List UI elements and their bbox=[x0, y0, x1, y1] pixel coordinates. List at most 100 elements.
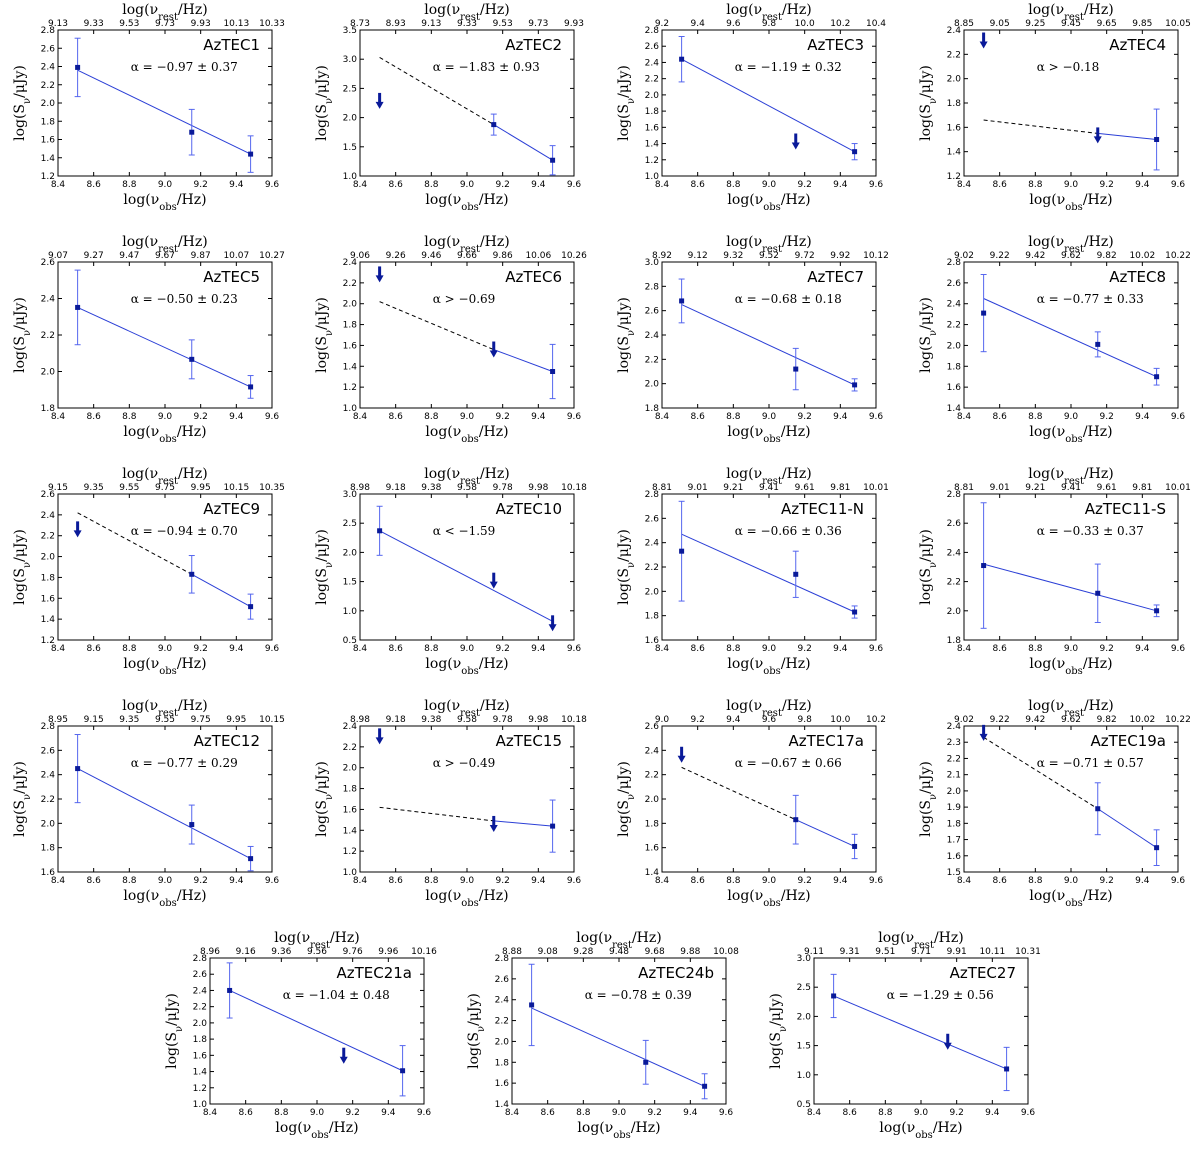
data-point bbox=[793, 817, 799, 823]
x-tick-label: 9.2 bbox=[496, 180, 510, 190]
y-tick-label: 2.2 bbox=[41, 795, 55, 805]
x-axis-label: log(νobs/Hz) bbox=[425, 888, 508, 909]
fit-line bbox=[681, 304, 855, 386]
top-tick-label: 9.67 bbox=[155, 251, 175, 261]
x-tick-label: 9.2 bbox=[648, 1108, 662, 1118]
x-axis-label: log(νobs/Hz) bbox=[425, 192, 508, 213]
x-tick-label: 9.4 bbox=[531, 644, 546, 654]
y-tick-label: 1.4 bbox=[343, 826, 358, 836]
y-axis-label: log(Sν/μJy) bbox=[768, 993, 789, 1069]
x-tick-label: 9.2 bbox=[798, 180, 812, 190]
y-axis-label: log(Sν/μJy) bbox=[918, 297, 939, 373]
top-tick-label: 8.93 bbox=[386, 19, 406, 29]
top-tick-label: 9.33 bbox=[84, 19, 104, 29]
y-tick-label: 2.0 bbox=[41, 368, 56, 378]
y-tick-label: 1.8 bbox=[947, 99, 962, 109]
y-tick-label: 2.0 bbox=[193, 1019, 208, 1029]
x-tick-label: 9.6 bbox=[265, 180, 280, 190]
x-tick-label: 9.0 bbox=[158, 180, 173, 190]
chart-title: AzTEC2 bbox=[505, 36, 562, 54]
x-tick-label: 8.6 bbox=[87, 180, 102, 190]
alpha-annotation: α = −1.29 ± 0.56 bbox=[887, 988, 994, 1002]
y-tick-label: 2.8 bbox=[41, 722, 56, 732]
top-tick-label: 10.18 bbox=[561, 483, 587, 493]
x-tick-label: 9.0 bbox=[460, 412, 475, 422]
y-tick-label: 2.0 bbox=[41, 553, 56, 563]
x-tick-label: 9.4 bbox=[985, 1108, 1000, 1118]
alpha-annotation: α = −1.19 ± 0.32 bbox=[735, 60, 842, 74]
top-tick-label: 10.16 bbox=[411, 947, 437, 957]
x-axis-label: log(νobs/Hz) bbox=[879, 1120, 962, 1141]
y-tick-label: 2.2 bbox=[41, 331, 55, 341]
top-tick-label: 9.38 bbox=[421, 715, 441, 725]
y-axis-label: log(Sν/μJy) bbox=[12, 297, 33, 373]
fit-line bbox=[229, 989, 403, 1072]
x-tick-label: 8.4 bbox=[957, 180, 972, 190]
top-axis-label: log(νrest/Hz) bbox=[576, 930, 661, 951]
x-tick-label: 8.6 bbox=[239, 1108, 254, 1118]
y-tick-label: 2.4 bbox=[947, 26, 962, 36]
x-tick-label: 9.4 bbox=[229, 412, 244, 422]
x-tick-label: 8.8 bbox=[424, 412, 439, 422]
top-axis-label: log(νrest/Hz) bbox=[122, 466, 207, 487]
top-tick-label: 10.06 bbox=[525, 251, 551, 261]
x-tick-label: 9.4 bbox=[531, 412, 546, 422]
panel-aztec27: 8.4 8.6 8.8 9.0 9.2 9.4 9.6 9.11 9.31 9.51 9.71 9.9… bbox=[756, 928, 1056, 1156]
top-tick-label: 9.8 bbox=[798, 715, 813, 725]
y-tick-label: 2.2 bbox=[947, 50, 961, 60]
fit-line bbox=[77, 768, 251, 860]
top-tick-label: 9.16 bbox=[236, 947, 256, 957]
data-point bbox=[248, 856, 254, 862]
y-tick-label: 1.0 bbox=[343, 172, 358, 182]
y-tick-label: 2.8 bbox=[947, 490, 962, 500]
y-tick-label: 1.8 bbox=[645, 819, 660, 829]
top-tick-label: 9.95 bbox=[191, 483, 211, 493]
y-tick-label: 2.0 bbox=[645, 587, 660, 597]
top-tick-label: 10.13 bbox=[223, 19, 249, 29]
chart-title: AzTEC5 bbox=[203, 268, 260, 286]
y-axis-label: log(Sν/μJy) bbox=[12, 761, 33, 837]
x-tick-label: 9.0 bbox=[310, 1108, 325, 1118]
fit-line bbox=[379, 301, 494, 351]
x-tick-label: 8.8 bbox=[122, 644, 137, 654]
top-tick-label: 9.05 bbox=[990, 19, 1010, 29]
alpha-annotation: α = −0.97 ± 0.37 bbox=[131, 60, 238, 74]
chart-title: AzTEC6 bbox=[505, 268, 562, 286]
x-tick-label: 9.0 bbox=[914, 1108, 929, 1118]
x-tick-label: 8.4 bbox=[51, 644, 66, 654]
y-tick-label: 0.5 bbox=[343, 636, 357, 646]
top-tick-label: 10.15 bbox=[259, 715, 285, 725]
x-axis-label: log(νobs/Hz) bbox=[425, 656, 508, 677]
y-tick-label: 2.0 bbox=[797, 1012, 812, 1022]
fit-line bbox=[681, 533, 855, 613]
top-tick-label: 9.12 bbox=[688, 251, 708, 261]
y-axis-label: log(Sν/μJy) bbox=[616, 529, 637, 605]
data-point bbox=[1095, 341, 1101, 347]
y-tick-label: 1.2 bbox=[193, 1084, 207, 1094]
x-tick-label: 9.2 bbox=[496, 412, 510, 422]
x-tick-label: 8.8 bbox=[726, 876, 741, 886]
top-tick-label: 8.85 bbox=[954, 19, 974, 29]
top-tick-label: 9.93 bbox=[191, 19, 211, 29]
x-tick-label: 8.8 bbox=[576, 1108, 591, 1118]
chart-svg: 8.4 8.6 8.8 9.0 9.2 9.4 9.6 8.81 9.01 9.21 9.41 9.6… bbox=[616, 466, 889, 677]
y-tick-label: 1.6 bbox=[947, 123, 962, 133]
chart-title: AzTEC7 bbox=[807, 268, 864, 286]
y-tick-label: 1.6 bbox=[947, 852, 962, 862]
y-tick-label: 2.3 bbox=[947, 738, 961, 748]
alpha-annotation: α = −0.68 ± 0.18 bbox=[735, 292, 842, 306]
y-tick-label: 1.6 bbox=[41, 594, 56, 604]
y-tick-label: 2.8 bbox=[193, 954, 208, 964]
data-point bbox=[248, 151, 254, 157]
fit-line bbox=[379, 530, 553, 622]
y-tick-label: 2.6 bbox=[947, 519, 962, 529]
top-tick-label: 9.53 bbox=[493, 19, 513, 29]
x-tick-label: 8.8 bbox=[274, 1108, 289, 1118]
x-tick-label: 9.2 bbox=[798, 412, 812, 422]
chart-svg: 8.4 8.6 8.8 9.0 9.2 9.4 9.6 9.11 9.31 9.51 9.71 9.9… bbox=[768, 930, 1041, 1141]
top-tick-label: 9.46 bbox=[421, 251, 441, 261]
x-tick-label: 9.0 bbox=[612, 1108, 627, 1118]
chart-title: AzTEC1 bbox=[203, 36, 260, 54]
top-tick-label: 9.72 bbox=[795, 251, 815, 261]
x-tick-label: 9.6 bbox=[1171, 180, 1186, 190]
